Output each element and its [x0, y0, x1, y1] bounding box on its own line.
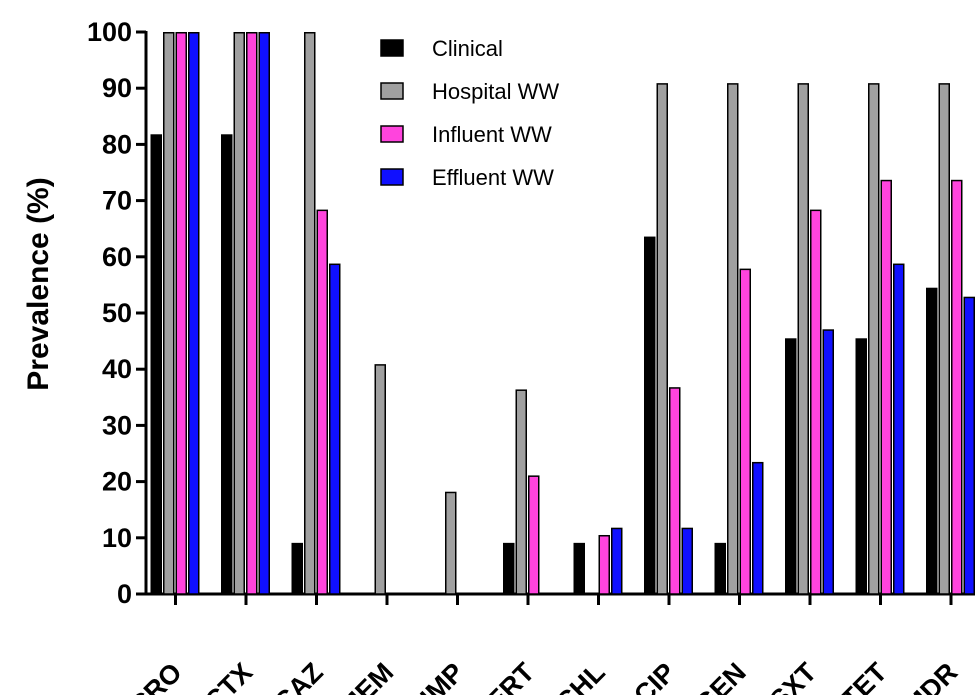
y-tick-label: 20 [102, 467, 132, 497]
bar [893, 263, 905, 595]
bar [739, 268, 751, 595]
bar [445, 491, 457, 595]
bar [926, 287, 938, 595]
bar [304, 32, 316, 595]
bars [150, 32, 975, 595]
bar [573, 542, 585, 595]
bar [822, 329, 834, 595]
bar [291, 542, 303, 595]
bar [880, 179, 892, 595]
y-tick-label: 60 [102, 242, 132, 272]
x-tick-label: CRO [124, 657, 188, 695]
x-tick-label: CTX [199, 657, 258, 695]
y-axis-label: Prevalence (%) [22, 177, 55, 390]
axes [136, 30, 975, 605]
bar [316, 209, 328, 595]
bar [528, 475, 540, 595]
x-tick-label: TET [835, 657, 893, 695]
y-tick-label: 70 [102, 186, 132, 216]
legend-label: Effluent WW [432, 165, 554, 190]
legend: Clinical Hospital WW Influent WW Effluent W… [380, 36, 559, 190]
legend-label: Hospital WW [432, 79, 559, 104]
bar [175, 32, 187, 595]
legend-swatch [380, 125, 404, 143]
bar [374, 364, 386, 595]
y-tick-label: 100 [87, 17, 132, 47]
legend-label: Influent WW [432, 122, 552, 147]
bar [656, 83, 668, 595]
bar [797, 83, 809, 595]
bar [714, 542, 726, 595]
x-tick-label: MDR [899, 657, 964, 695]
x-tick-label: CHL [550, 657, 610, 695]
x-tick-label: ERT [481, 657, 541, 695]
y-tick-label: 30 [102, 410, 132, 440]
bar [727, 83, 739, 595]
y-tick-label: 10 [102, 523, 132, 553]
x-tick-label: CAZ [268, 657, 328, 695]
bar [868, 83, 880, 595]
bar [258, 32, 270, 595]
bar [785, 338, 797, 595]
bar [951, 179, 963, 595]
bar [611, 527, 623, 595]
bar [752, 461, 764, 595]
bar [855, 338, 867, 595]
y-tick-label: 90 [102, 73, 132, 103]
x-tick-label: GEN [689, 657, 752, 695]
bar [221, 134, 233, 595]
bar [644, 236, 656, 595]
y-tick-labels: 0 10 20 30 40 50 60 70 80 90 100 [87, 17, 132, 609]
legend-swatch [380, 82, 404, 100]
bar [163, 32, 175, 595]
y-tick-label: 80 [102, 129, 132, 159]
bar [938, 83, 950, 595]
legend-swatch [380, 168, 404, 186]
x-tick-label: MEM [333, 657, 399, 695]
bar [233, 32, 245, 595]
y-tick-label: 0 [117, 579, 132, 609]
x-tick-label: IMP [415, 657, 470, 695]
x-tick-labels: CRO CTX CAZ MEM IMP ERT CHL CIP GEN SXT TET MDR [124, 657, 963, 695]
bar [246, 32, 258, 595]
bar [598, 534, 610, 595]
y-tick-label: 50 [102, 298, 132, 328]
y-tick-label: 40 [102, 354, 132, 384]
bar [669, 387, 681, 595]
legend-swatch [380, 39, 404, 57]
bar [963, 296, 975, 595]
x-tick-label: SXT [764, 657, 823, 695]
bar [188, 32, 200, 595]
x-tick-label: CIP [628, 657, 681, 695]
legend-label: Clinical [432, 36, 503, 61]
bar [515, 389, 527, 595]
bar [681, 527, 693, 595]
bar [810, 209, 822, 595]
bar [150, 134, 162, 595]
bar [329, 263, 341, 595]
bar [503, 542, 515, 595]
